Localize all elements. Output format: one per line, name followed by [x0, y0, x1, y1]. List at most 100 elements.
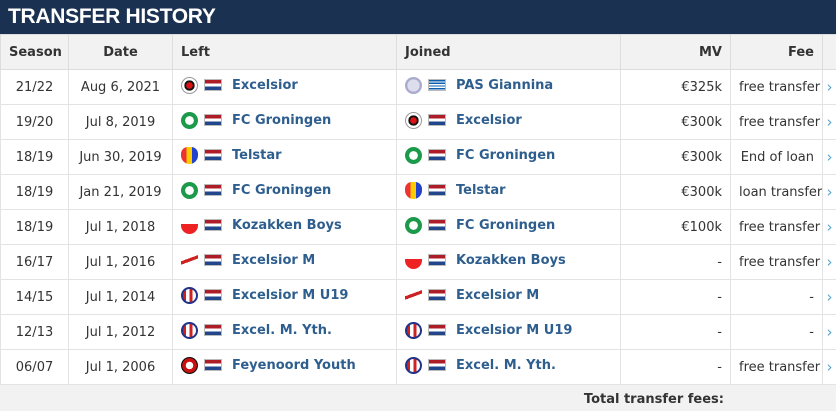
country-flag — [204, 114, 222, 126]
club-logo — [181, 321, 198, 339]
market-value: €325k — [620, 69, 731, 105]
row-arrow[interactable]: › — [822, 209, 836, 245]
club-logo — [405, 111, 422, 129]
joined-club-cell: Kozakken Boys — [396, 244, 621, 280]
club-link[interactable]: Excelsior M U19 — [232, 287, 349, 303]
club-link[interactable]: Telstar — [456, 182, 506, 198]
left-club-cell: Excelsior M — [172, 244, 397, 280]
row-arrow[interactable]: › — [822, 174, 836, 210]
market-value: €300k — [620, 174, 731, 210]
date: Jul 1, 2016 — [68, 244, 173, 280]
header-spacer — [822, 34, 836, 70]
club-link[interactable]: Excelsior M U19 — [456, 322, 573, 338]
club-link[interactable]: Kozakken Boys — [456, 252, 566, 268]
column-header: Season — [0, 34, 69, 70]
club-link[interactable]: FC Groningen — [456, 217, 556, 233]
club-logo — [405, 216, 422, 234]
joined-club-cell: FC Groningen — [396, 209, 621, 245]
fee: free transfer — [730, 209, 823, 245]
club-link[interactable]: Excelsior M — [456, 287, 540, 303]
joined-club-cell: Excel. M. Yth. — [396, 349, 621, 385]
season: 14/15 — [0, 279, 69, 315]
country-flag — [204, 254, 222, 266]
club-logo — [181, 111, 198, 129]
club-logo — [405, 181, 422, 199]
club-link[interactable]: Excelsior — [456, 112, 522, 128]
column-header: Left — [172, 34, 397, 70]
club-link[interactable]: Excel. M. Yth. — [232, 322, 332, 338]
table-footer: Total transfer fees: — [0, 385, 836, 411]
season: 21/22 — [0, 69, 69, 105]
table-body: 21/22 Aug 6, 2021 Excelsior PAS Giannina €32… — [0, 69, 836, 385]
club: PAS Giannina — [405, 76, 554, 94]
date: Jul 1, 2006 — [68, 349, 173, 385]
fee: free transfer — [730, 69, 823, 105]
left-club-cell: FC Groningen — [172, 174, 397, 210]
season: 18/19 — [0, 209, 69, 245]
country-flag — [428, 184, 446, 196]
club: Kozakken Boys — [405, 251, 566, 269]
country-flag — [204, 219, 222, 231]
left-club-cell: Excelsior M U19 — [172, 279, 397, 315]
left-club-cell: Feyenoord Youth — [172, 349, 397, 385]
club-logo — [181, 251, 198, 269]
row-arrow[interactable]: › — [822, 244, 836, 280]
fee: End of loan — [730, 139, 823, 175]
date: Aug 6, 2021 — [68, 69, 173, 105]
club-link[interactable]: FC Groningen — [456, 147, 556, 163]
left-club-cell: Telstar — [172, 139, 397, 175]
market-value: - — [620, 279, 731, 315]
club-link[interactable]: Kozakken Boys — [232, 217, 342, 233]
fee: loan transfer — [730, 174, 823, 210]
club-link[interactable]: PAS Giannina — [456, 77, 554, 93]
joined-club-cell: Excelsior — [396, 104, 621, 140]
club-link[interactable]: Telstar — [232, 147, 282, 163]
club: Feyenoord Youth — [181, 356, 356, 374]
club-logo — [181, 181, 198, 199]
club-logo — [405, 146, 422, 164]
fee: - — [730, 314, 823, 350]
club-link[interactable]: Excelsior M — [232, 252, 316, 268]
country-flag — [204, 324, 222, 336]
club: FC Groningen — [181, 181, 332, 199]
row-arrow[interactable]: › — [822, 314, 836, 350]
club-link[interactable]: FC Groningen — [232, 112, 332, 128]
club-link[interactable]: FC Groningen — [232, 182, 332, 198]
country-flag — [204, 184, 222, 196]
club: FC Groningen — [405, 216, 556, 234]
row-arrow[interactable]: › — [822, 279, 836, 315]
market-value: - — [620, 314, 731, 350]
market-value: €300k — [620, 104, 731, 140]
left-club-cell: FC Groningen — [172, 104, 397, 140]
club-link[interactable]: Excelsior — [232, 77, 298, 93]
club: FC Groningen — [181, 111, 332, 129]
column-header: Joined — [396, 34, 621, 70]
market-value: €300k — [620, 139, 731, 175]
club: Excelsior M U19 — [181, 286, 349, 304]
club-link[interactable]: Excel. M. Yth. — [456, 357, 556, 373]
club-logo — [181, 286, 198, 304]
club: Excel. M. Yth. — [405, 356, 556, 374]
club-logo — [181, 76, 198, 94]
country-flag — [428, 219, 446, 231]
club-link[interactable]: Feyenoord Youth — [232, 357, 356, 373]
club: FC Groningen — [405, 146, 556, 164]
club-logo — [181, 146, 198, 164]
transfer-row: 19/20 Jul 8, 2019 FC Groningen Excelsior €30… — [0, 104, 836, 140]
country-flag — [428, 79, 446, 91]
row-arrow[interactable]: › — [822, 69, 836, 105]
date: Jul 8, 2019 — [68, 104, 173, 140]
fee: free transfer — [730, 349, 823, 385]
club-logo — [181, 216, 198, 234]
date: Jul 1, 2018 — [68, 209, 173, 245]
club-logo — [405, 286, 422, 304]
country-flag — [204, 289, 222, 301]
market-value: €100k — [620, 209, 731, 245]
row-arrow[interactable]: › — [822, 139, 836, 175]
club: Excelsior — [181, 76, 298, 94]
season: 16/17 — [0, 244, 69, 280]
country-flag — [204, 359, 222, 371]
row-arrow[interactable]: › — [822, 104, 836, 140]
row-arrow[interactable]: › — [822, 349, 836, 385]
season: 18/19 — [0, 174, 69, 210]
